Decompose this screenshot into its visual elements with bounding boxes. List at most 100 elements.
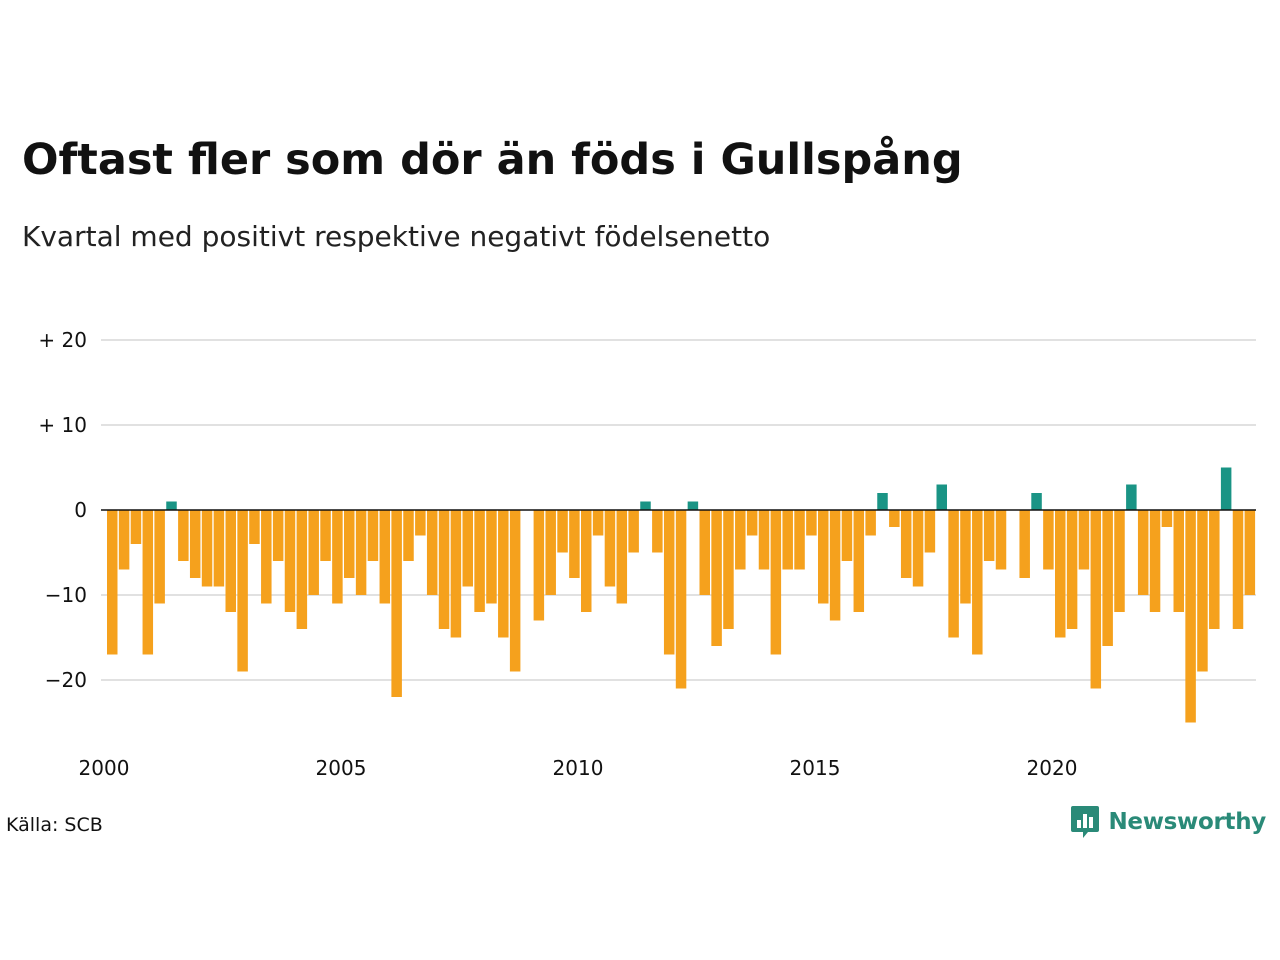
bar-negative — [1244, 510, 1256, 595]
bar-negative — [426, 510, 438, 595]
bar-negative — [735, 510, 746, 570]
bar-negative — [296, 510, 308, 629]
bar-negative — [829, 510, 841, 621]
bar-positive — [1031, 493, 1042, 510]
bar-negative — [628, 510, 639, 553]
bar-negative — [1197, 510, 1208, 672]
bar-negative — [948, 510, 959, 638]
bar-negative — [806, 510, 817, 536]
bar-negative — [1078, 510, 1090, 570]
x-tick-label: 2005 — [316, 756, 367, 780]
bar-positive — [166, 501, 177, 510]
bar-negative — [592, 510, 604, 536]
bar-positive — [877, 493, 888, 510]
bar-negative — [118, 510, 130, 570]
bar-negative — [616, 510, 628, 604]
bar-negative — [237, 510, 248, 672]
bar-negative — [213, 510, 225, 587]
bar-negative — [509, 510, 521, 672]
bar-negative — [1043, 510, 1054, 570]
bar-negative — [924, 510, 936, 553]
bar-negative — [711, 510, 722, 646]
bar-negative — [533, 510, 545, 621]
y-tick-label: −10 — [45, 583, 87, 607]
bar-negative — [818, 510, 829, 604]
bar-negative — [1090, 510, 1102, 689]
bar-negative — [498, 510, 509, 638]
bar-negative — [344, 510, 355, 578]
bar-negative — [272, 510, 284, 561]
bar-negative — [225, 510, 236, 612]
bar-negative — [107, 510, 118, 655]
bar-negative — [723, 510, 734, 629]
bar-negative — [1114, 510, 1125, 612]
bar-negative — [1161, 510, 1173, 527]
bar-positive — [1220, 467, 1232, 510]
bar-negative — [1185, 510, 1196, 723]
bar-negative — [308, 510, 319, 595]
bar-negative — [675, 510, 687, 689]
bar-negative — [995, 510, 1007, 570]
x-axis-labels: 2000 2005 2010 2015 2020 — [79, 756, 1078, 780]
bar-negative — [1209, 510, 1220, 629]
x-tick-label: 2020 — [1027, 756, 1078, 780]
bar-negative — [960, 510, 971, 604]
bar-negative — [889, 510, 900, 527]
y-axis-labels: + 20 + 10 0 −10 −20 — [38, 328, 87, 692]
bar-negative — [1019, 510, 1030, 578]
bar-negative — [450, 510, 462, 638]
bar-negative — [462, 510, 473, 587]
bar-negative — [746, 510, 758, 536]
bar-negative — [1149, 510, 1161, 612]
bar-negative — [130, 510, 142, 544]
bar-negative — [841, 510, 853, 561]
bar-negative — [545, 510, 556, 595]
chart-subtitle: Kvartal med positivt respektive negativt… — [22, 220, 771, 253]
bar-negative — [782, 510, 793, 570]
bar-negative — [1066, 510, 1078, 629]
bar-negative — [261, 510, 272, 604]
bar-negative — [486, 510, 497, 604]
newsworthy-logo: Newsworthy — [1070, 804, 1266, 840]
bar-negative — [201, 510, 213, 587]
bar-negative — [770, 510, 782, 655]
bar-negative — [154, 510, 165, 604]
bar-negative — [379, 510, 391, 604]
bar-negative — [983, 510, 995, 561]
bar-negative — [604, 510, 616, 587]
bar-negative — [249, 510, 260, 544]
y-tick-label: −20 — [45, 668, 87, 692]
bar-positive — [640, 501, 651, 510]
y-tick-label: + 10 — [38, 413, 87, 437]
source-credit: Källa: SCB — [6, 814, 103, 836]
bar-negative — [403, 510, 414, 561]
bar-negative — [569, 510, 580, 578]
bar-negative — [663, 510, 675, 655]
bar-negative — [853, 510, 865, 612]
bar-negative — [972, 510, 983, 655]
bar-negative — [474, 510, 485, 612]
newsworthy-logo-icon — [1071, 806, 1100, 838]
bar-negative — [189, 510, 201, 578]
bar-negative — [699, 510, 710, 595]
y-tick-label: 0 — [74, 498, 87, 522]
bar-negative — [1232, 510, 1244, 629]
bar-negative — [758, 510, 770, 570]
x-tick-label: 2010 — [553, 756, 604, 780]
bar-negative — [438, 510, 450, 629]
x-tick-label: 2000 — [79, 756, 130, 780]
bars — [107, 467, 1256, 723]
bar-negative — [284, 510, 296, 612]
bar-negative — [332, 510, 343, 604]
x-tick-label: 2015 — [790, 756, 841, 780]
bar-negative — [1055, 510, 1066, 638]
bar-negative — [1137, 510, 1149, 595]
bar-negative — [794, 510, 805, 570]
bar-negative — [900, 510, 912, 578]
bar-negative — [415, 510, 426, 536]
bar-negative — [142, 510, 154, 655]
bar-negative — [912, 510, 924, 587]
y-tick-label: + 20 — [38, 328, 87, 352]
chart-title: Oftast fler som dör än föds i Gullspång — [22, 135, 963, 185]
